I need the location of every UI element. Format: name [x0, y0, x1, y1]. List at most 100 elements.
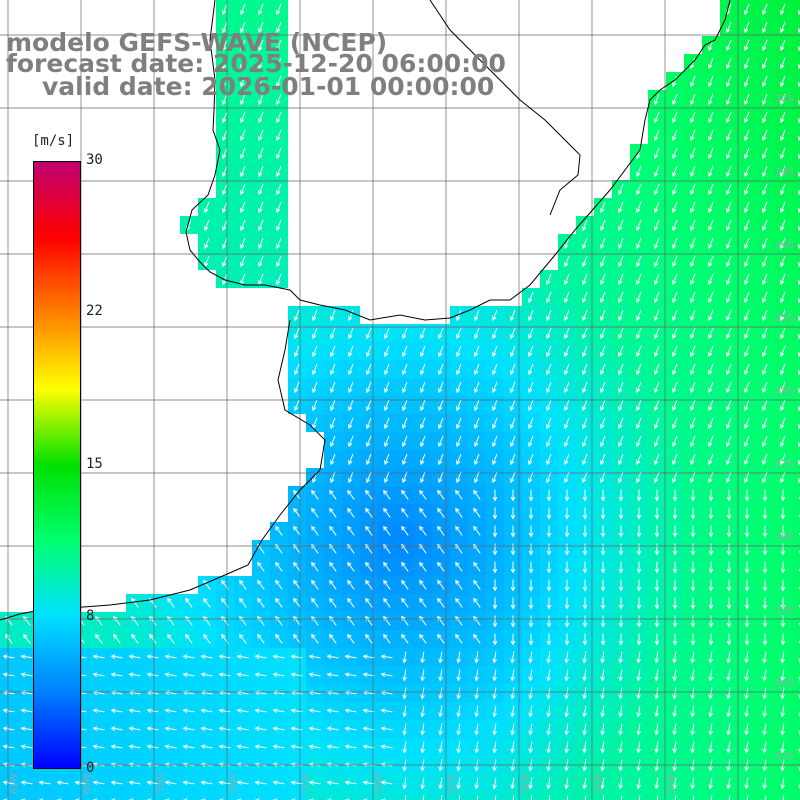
wind-arrow	[725, 111, 732, 124]
wind-arrow	[564, 597, 570, 610]
wind-arrow	[290, 726, 303, 731]
wind-arrow	[419, 399, 426, 412]
wind-arrow	[599, 237, 606, 250]
wind-arrow	[761, 399, 768, 412]
wind-arrow	[581, 345, 588, 358]
wind-arrow	[329, 579, 337, 590]
wind-arrow	[509, 435, 516, 448]
wind-arrow	[2, 726, 15, 731]
wind-arrow	[564, 525, 570, 538]
wind-arrow	[2, 708, 15, 713]
wind-arrow	[110, 654, 123, 659]
wind-arrow	[635, 309, 642, 322]
wind-arrow	[564, 651, 569, 664]
wind-arrow	[329, 363, 336, 376]
wind-arrow	[527, 453, 534, 466]
wind-arrow	[726, 543, 732, 556]
wind-arrow	[473, 309, 480, 322]
wind-arrow	[311, 633, 319, 644]
wind-arrow	[707, 273, 714, 286]
wind-arrow	[618, 741, 623, 754]
wind-arrow	[635, 399, 642, 412]
wind-arrow	[762, 741, 767, 754]
wind-arrow	[347, 309, 354, 322]
wind-arrow	[113, 633, 121, 644]
wind-arrow	[690, 651, 695, 664]
wind-arrow	[257, 237, 264, 250]
wind-arrow	[708, 633, 714, 646]
wind-arrow	[473, 489, 481, 500]
wind-cell	[792, 396, 800, 414]
wind-arrow	[635, 345, 642, 358]
wind-arrow	[456, 651, 461, 664]
wind-arrow	[218, 654, 231, 659]
wind-cell	[378, 792, 396, 800]
wind-arrow	[182, 708, 195, 713]
wind-arrow	[779, 183, 786, 196]
wind-arrow	[743, 381, 750, 394]
wind-arrow	[527, 417, 534, 430]
wind-arrow	[275, 165, 282, 178]
wind-arrow	[546, 633, 552, 646]
wind-cell	[288, 792, 306, 800]
wind-arrow	[455, 633, 463, 644]
wind-arrow	[239, 579, 247, 590]
wind-arrow	[455, 453, 462, 466]
wind-arrow	[671, 345, 678, 358]
wind-arrow	[689, 75, 696, 88]
wind-arrow	[164, 726, 177, 731]
wind-arrow	[581, 255, 588, 268]
wind-arrow	[707, 57, 714, 70]
wind-arrow	[528, 741, 533, 754]
wind-arrow	[636, 669, 641, 682]
wind-arrow	[582, 777, 587, 790]
wind-arrow	[344, 654, 357, 659]
wind-arrow	[509, 327, 516, 340]
wind-arrow	[221, 129, 228, 142]
wind-arrow	[762, 723, 767, 736]
wind-arrow	[564, 579, 570, 592]
wind-arrow	[293, 309, 300, 322]
wind-arrow	[725, 291, 732, 304]
wind-arrow	[689, 183, 696, 196]
wind-arrow	[401, 327, 408, 340]
wind-arrow	[509, 309, 516, 322]
wind-arrow	[347, 327, 354, 340]
wind-arrow	[257, 57, 264, 70]
wind-arrow	[653, 345, 660, 358]
wind-arrow	[599, 435, 606, 448]
wind-arrow	[761, 291, 768, 304]
wind-arrow	[293, 345, 300, 358]
wind-cell	[666, 792, 684, 800]
wind-arrow	[510, 669, 515, 682]
wind-arrow	[725, 165, 732, 178]
wind-arrow	[618, 687, 623, 700]
colorbar-gradient	[33, 161, 81, 769]
wind-arrow	[600, 741, 605, 754]
wind-cell	[468, 792, 486, 800]
wind-arrow	[779, 3, 786, 16]
wind-arrow	[564, 741, 569, 754]
wind-arrow	[671, 327, 678, 340]
wind-arrow	[600, 705, 605, 718]
wind-arrow	[708, 561, 714, 574]
wind-arrow	[383, 525, 391, 536]
wind-arrow	[401, 399, 408, 412]
lat-label: 38S	[774, 532, 794, 543]
wind-arrow	[563, 273, 570, 286]
wind-arrow	[455, 597, 463, 608]
wind-arrow	[491, 453, 498, 466]
wind-arrow	[455, 399, 462, 412]
wind-arrow	[236, 726, 249, 731]
wind-cell	[792, 432, 800, 450]
wind-arrow	[779, 471, 786, 484]
wind-arrow	[146, 654, 159, 659]
wind-arrow	[347, 579, 355, 590]
wind-arrow	[617, 363, 624, 376]
wind-arrow	[708, 615, 714, 628]
wind-arrow	[780, 615, 786, 628]
wind-arrow	[582, 723, 587, 736]
wind-arrow	[438, 669, 443, 682]
wind-arrow	[239, 93, 246, 106]
wind-arrow	[20, 672, 33, 677]
